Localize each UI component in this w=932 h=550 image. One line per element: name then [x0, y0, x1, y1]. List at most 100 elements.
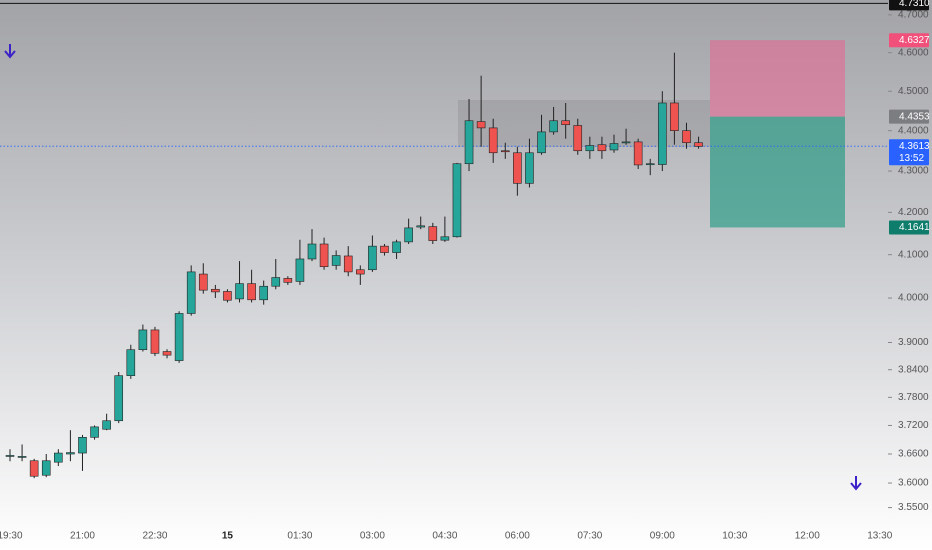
- x-tick-label: 01:30: [287, 531, 312, 542]
- stop-zone: [710, 40, 845, 117]
- x-tick-label: 13:30: [867, 531, 892, 542]
- candle-body: [513, 152, 522, 184]
- y-tick-label: 4.4000: [898, 125, 929, 136]
- y-tick-label: 4.0000: [898, 293, 929, 304]
- stop-price-label: 4.6327: [899, 35, 930, 46]
- candle-body: [645, 163, 655, 166]
- x-tick-label: 19:30: [0, 531, 23, 542]
- candle-body: [126, 349, 136, 376]
- candle-body: [198, 273, 208, 291]
- target-price-label: 4.1641: [899, 222, 930, 233]
- candle-body: [90, 426, 99, 438]
- x-tick-label: 21:00: [70, 531, 95, 542]
- candle-body: [114, 375, 124, 422]
- candle-body: [694, 142, 703, 147]
- x-tick-label: 12:00: [795, 531, 820, 542]
- candle-body: [295, 258, 305, 282]
- candle-body: [380, 245, 389, 253]
- candle-body: [235, 283, 244, 300]
- candle-body: [66, 452, 75, 455]
- candle-body: [54, 452, 63, 463]
- candle-body: [17, 456, 27, 458]
- candle-body: [150, 329, 160, 354]
- candle-body: [670, 102, 679, 131]
- candle-body: [488, 127, 498, 154]
- x-tick-label: 22:30: [142, 531, 167, 542]
- candle-body: [102, 420, 111, 430]
- candle-body: [621, 141, 631, 144]
- candle-body: [428, 226, 438, 241]
- candle-body: [259, 285, 268, 301]
- candle-body: [392, 241, 401, 253]
- x-tick-label: 09:00: [650, 531, 675, 542]
- candle-body: [162, 351, 172, 356]
- candle-body: [585, 145, 595, 152]
- high-line-label: 4.7310: [899, 0, 930, 9]
- high-line-box: [889, 0, 929, 11]
- y-tick-label: 3.9000: [898, 337, 929, 348]
- candle-body: [597, 144, 607, 152]
- x-tick-label: 04:30: [432, 531, 457, 542]
- candle-body: [186, 271, 196, 314]
- x-tick-label: 03:00: [360, 531, 385, 542]
- candle-body: [573, 125, 583, 152]
- last-price-label: 4.3613: [899, 141, 930, 152]
- candle-body: [356, 269, 365, 275]
- candle-body: [307, 243, 317, 260]
- y-tick-label: 4.3000: [898, 166, 929, 177]
- target-zone: [710, 116, 845, 228]
- candle-body: [174, 313, 184, 361]
- y-tick-label: 3.7200: [898, 420, 929, 431]
- candle-body: [682, 130, 691, 144]
- candle-body: [609, 143, 619, 151]
- candle-body: [319, 243, 329, 268]
- y-tick-label: 3.5500: [898, 502, 929, 513]
- x-tick-label: 15: [222, 531, 234, 542]
- candle-body: [29, 460, 39, 477]
- y-tick-label: 4.2000: [898, 207, 929, 218]
- candle-body: [525, 152, 534, 184]
- candle-body: [331, 255, 341, 266]
- x-tick-label: 07:30: [577, 531, 602, 542]
- x-tick-label: 10:30: [722, 531, 747, 542]
- entry-price-label: 4.4353: [899, 111, 930, 122]
- y-tick-label: 3.8400: [898, 364, 929, 375]
- target-price-box: [889, 220, 929, 235]
- stop-price-box: [889, 33, 929, 48]
- candle-body: [464, 120, 474, 165]
- signal-arrow: [850, 476, 862, 491]
- y-tick-label: 3.6600: [898, 449, 929, 460]
- candle-body: [271, 277, 281, 287]
- candle-body: [247, 283, 256, 301]
- entry-price-box: [889, 109, 929, 124]
- candle-body: [537, 131, 546, 154]
- x-tick-label: 06:00: [505, 531, 530, 542]
- candle-body: [223, 291, 232, 301]
- candle-body: [549, 120, 558, 133]
- countdown: 13:52: [899, 153, 924, 164]
- candle-body: [283, 278, 293, 283]
- candle-body: [343, 255, 353, 273]
- y-tick-label: 4.1000: [898, 249, 929, 260]
- candle-body: [404, 227, 413, 243]
- candle-body: [211, 288, 220, 293]
- candle-body: [5, 455, 15, 457]
- candle-body: [78, 437, 87, 454]
- candle-body: [633, 141, 643, 166]
- y-tick-label: 3.7800: [898, 392, 929, 403]
- candle-body: [500, 150, 510, 153]
- last-price-box: [889, 139, 929, 166]
- candle-body: [476, 121, 486, 129]
- signal-arrow: [4, 44, 16, 59]
- y-tick-label: 3.6000: [898, 478, 929, 489]
- candle-body: [41, 460, 51, 476]
- candle-body: [452, 163, 462, 238]
- candle-body: [138, 329, 148, 351]
- y-tick-label: 4.6000: [898, 47, 929, 58]
- y-tick-label: 4.5000: [898, 86, 929, 97]
- range-box: [458, 100, 710, 147]
- candle-body: [658, 102, 667, 165]
- candle-body: [561, 120, 570, 126]
- candle-body: [440, 236, 450, 241]
